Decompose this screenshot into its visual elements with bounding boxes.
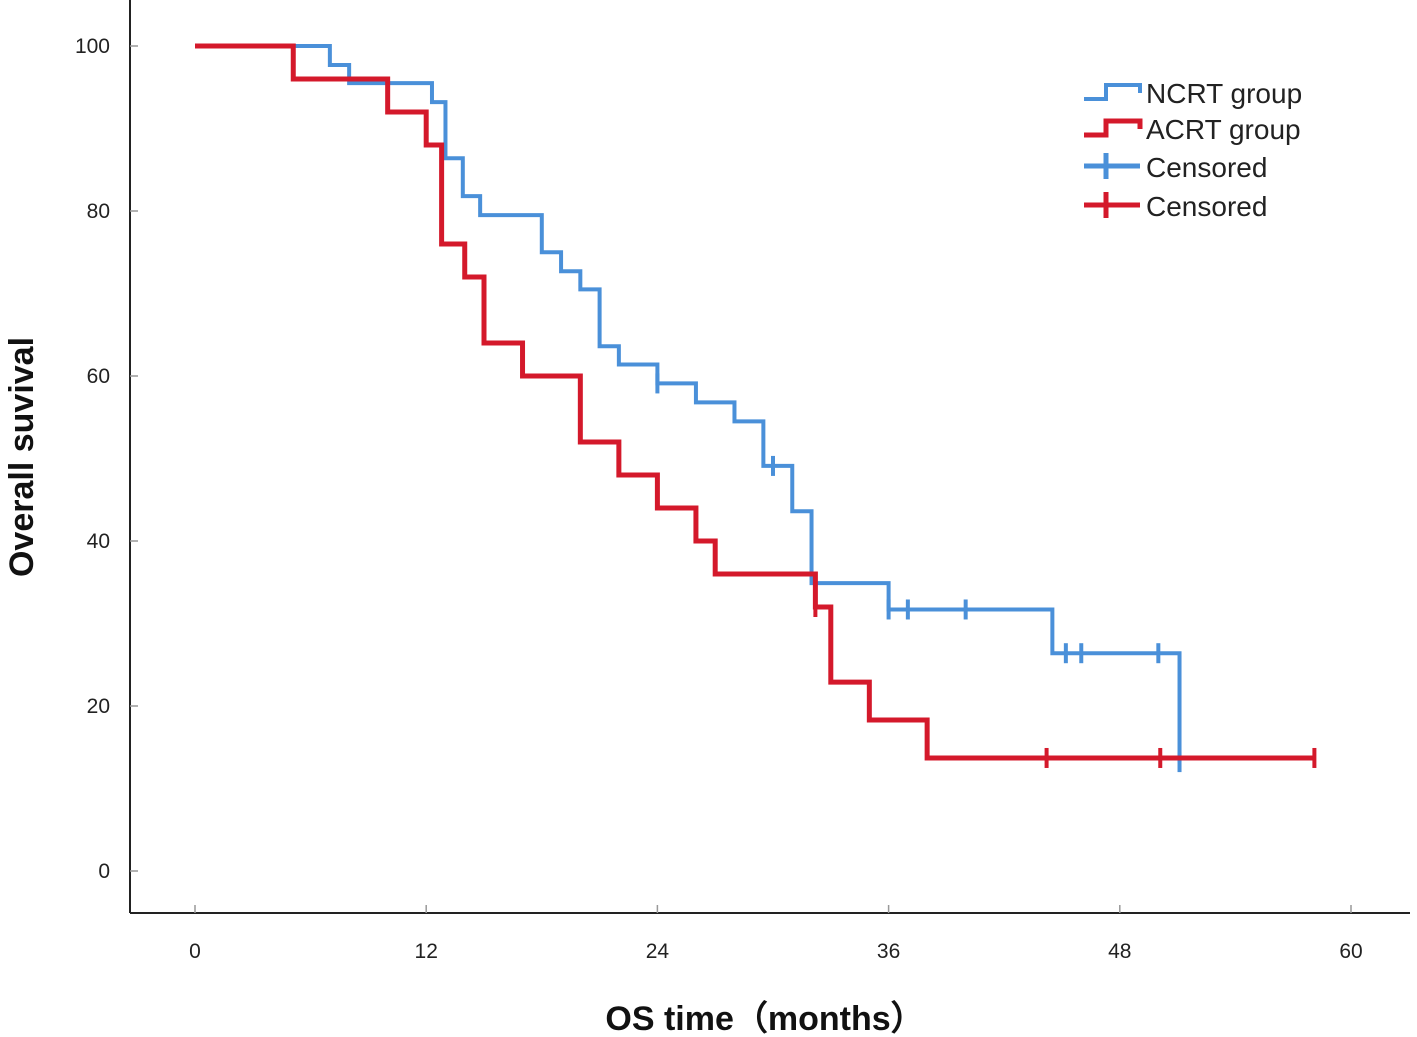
survival-step-line [195,43,1315,761]
legend: NCRT group ACRT group Censored Censored [1084,78,1302,222]
y-tick-label: 20 [87,695,110,718]
legend-item-2: ACRT group [1084,114,1301,145]
y-tick-label: 0 [98,860,110,883]
x-tick-label: 12 [415,940,438,963]
legend-label: Censored [1146,152,1267,183]
x-tick-label: 48 [1108,940,1131,963]
x-tick-label: 60 [1339,940,1362,963]
axes: 0 20 40 60 80 100 0 12 24 36 48 60 [75,0,1410,963]
y-tick-label: 100 [75,35,110,58]
survival-step-line [195,44,1182,763]
y-tick-label: 80 [87,200,110,223]
legend-item-4: Censored [1084,191,1267,222]
legend-label: Censored [1146,191,1267,222]
y-axis-title: Overall suvival [3,337,41,577]
x-tick-label: 24 [646,940,670,963]
series-acrt [195,43,1317,768]
legend-label: NCRT group [1146,78,1302,109]
x-tick-label: 0 [189,940,201,963]
y-tick-label: 60 [87,365,110,388]
legend-item-1: NCRT group [1084,78,1302,109]
legend-swatch [1084,83,1142,101]
series-layer [195,43,1317,773]
legend-swatch [1084,118,1143,138]
x-axis-title: OS time（months） [605,999,924,1037]
x-tick-label: 36 [877,940,900,963]
series-ncrt [195,44,1182,773]
legend-label: ACRT group [1146,114,1301,145]
legend-item-3: Censored [1084,152,1267,183]
y-tick-label: 40 [87,530,110,553]
